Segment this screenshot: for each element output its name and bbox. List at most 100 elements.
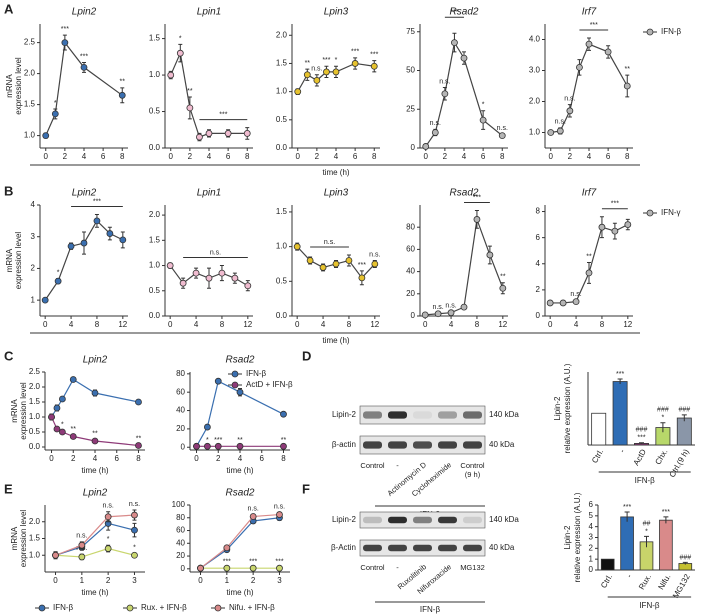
y-tick-label: 80	[406, 222, 415, 231]
y-tick-label: 3	[31, 232, 36, 241]
significance-label: ***	[370, 51, 378, 58]
y-tick-label: 2.5	[24, 38, 36, 47]
data-point	[447, 309, 455, 317]
data-point	[276, 564, 283, 572]
x-tick-label: 8	[347, 320, 352, 329]
data-point	[176, 49, 184, 57]
data-point	[231, 274, 239, 282]
lane-label: -	[396, 563, 399, 572]
panel-title: Lpin2	[83, 355, 108, 366]
significance-label: n.s.	[439, 78, 450, 85]
x-tick-label: 6	[260, 454, 265, 463]
y-tick-label: 1.5	[149, 34, 161, 43]
x-tick-label: 8	[281, 454, 286, 463]
data-point	[371, 260, 379, 268]
blot-strip	[359, 405, 486, 425]
data-point	[249, 564, 257, 572]
data-point	[244, 282, 252, 290]
bar	[620, 516, 634, 571]
blot-size-label: 140 kDa	[489, 515, 519, 524]
data-point	[69, 433, 77, 440]
data-point	[624, 221, 632, 228]
y-tick-label: 50	[406, 66, 415, 75]
y-tick-label: 1.0	[24, 131, 36, 140]
data-point	[546, 299, 554, 307]
x-tick-label: 8	[600, 320, 605, 329]
x-tick-label: 0	[423, 320, 428, 329]
significance-label: **	[586, 253, 592, 260]
significance-label: n.s.	[430, 120, 441, 127]
x-tick-label: Ctrl.(9 h)	[668, 447, 692, 479]
data-point	[576, 64, 583, 71]
data-point	[58, 428, 66, 436]
error-bar	[681, 414, 687, 422]
x-tick-label: Chx.	[653, 448, 669, 467]
y-tick-label: 0.5	[276, 276, 288, 285]
y-tick-label: 40	[176, 406, 185, 415]
y-tick-label: 0	[411, 311, 416, 320]
data-point	[106, 230, 114, 237]
y-tick-label: 2.0	[529, 97, 541, 106]
bar	[676, 417, 692, 446]
y-tick-label: 1.5	[29, 534, 41, 543]
significance-label: **	[71, 426, 77, 433]
y-tick-label: 2.0	[29, 382, 41, 391]
y-tick-label: 0.0	[276, 143, 288, 152]
data-point	[585, 269, 593, 277]
data-point	[434, 310, 442, 318]
blot-size-label: 40 kDa	[489, 440, 515, 449]
y-tick-label: 25	[406, 104, 415, 113]
data-point	[224, 130, 232, 137]
lane-label: Control	[360, 461, 385, 470]
x-tick-label: 8	[136, 454, 141, 463]
error-bar	[617, 378, 623, 385]
significance-label: ***	[662, 509, 670, 516]
y-tick-label: 60	[406, 245, 415, 254]
significance-label: ###	[678, 407, 690, 414]
data-point	[249, 513, 257, 520]
x-tick-label: 8	[500, 152, 505, 161]
data-point	[167, 71, 175, 79]
data-point	[131, 511, 138, 519]
data-point	[479, 116, 487, 124]
x-tick-label: 6	[226, 152, 231, 161]
x-tick-label: 4	[238, 454, 243, 463]
data-point	[547, 129, 555, 136]
significance-label: n.s.	[210, 249, 221, 256]
x-tick-label: 4	[574, 320, 579, 329]
significance-label: n.s.	[129, 501, 140, 508]
blot-band	[388, 544, 407, 552]
error-bar	[682, 561, 688, 565]
data-point	[67, 242, 75, 250]
x-tick-label: 1	[225, 576, 230, 585]
legend-marker	[214, 604, 222, 612]
blot-band	[363, 544, 382, 552]
y-tick-label: 0.0	[149, 143, 161, 152]
x-tick-label: 2	[71, 454, 76, 463]
y-tick-label: 60	[176, 387, 185, 396]
y-tick-label: 4	[31, 200, 36, 209]
significance-label: ***	[358, 262, 366, 269]
x-tick-label: 8	[120, 152, 125, 161]
data-point	[280, 442, 287, 450]
data-point	[80, 239, 88, 247]
significance-label: ***	[637, 435, 645, 442]
panel-title: Irf7	[582, 7, 597, 18]
blot-band	[363, 441, 382, 449]
y-tick-label: 1.0	[276, 242, 288, 251]
data-point	[131, 526, 138, 534]
panel-title: Rsad2	[226, 355, 255, 366]
x-tick-label: 12	[623, 320, 632, 329]
y-tick-label: 4	[589, 522, 594, 531]
legend-label: IFN-β	[246, 369, 267, 378]
legend-label: ActD + IFN-β	[246, 380, 293, 389]
significance-label: **	[237, 437, 243, 444]
x-tick-label: 8	[625, 152, 630, 161]
significance-label: ***	[322, 57, 330, 64]
x-tick-label: 8	[95, 320, 100, 329]
significance-label: n.s.	[445, 302, 456, 309]
group-label: IFN-β	[635, 476, 656, 485]
panel-title: Rsad2	[450, 188, 479, 199]
significance-label: ***	[93, 198, 101, 205]
